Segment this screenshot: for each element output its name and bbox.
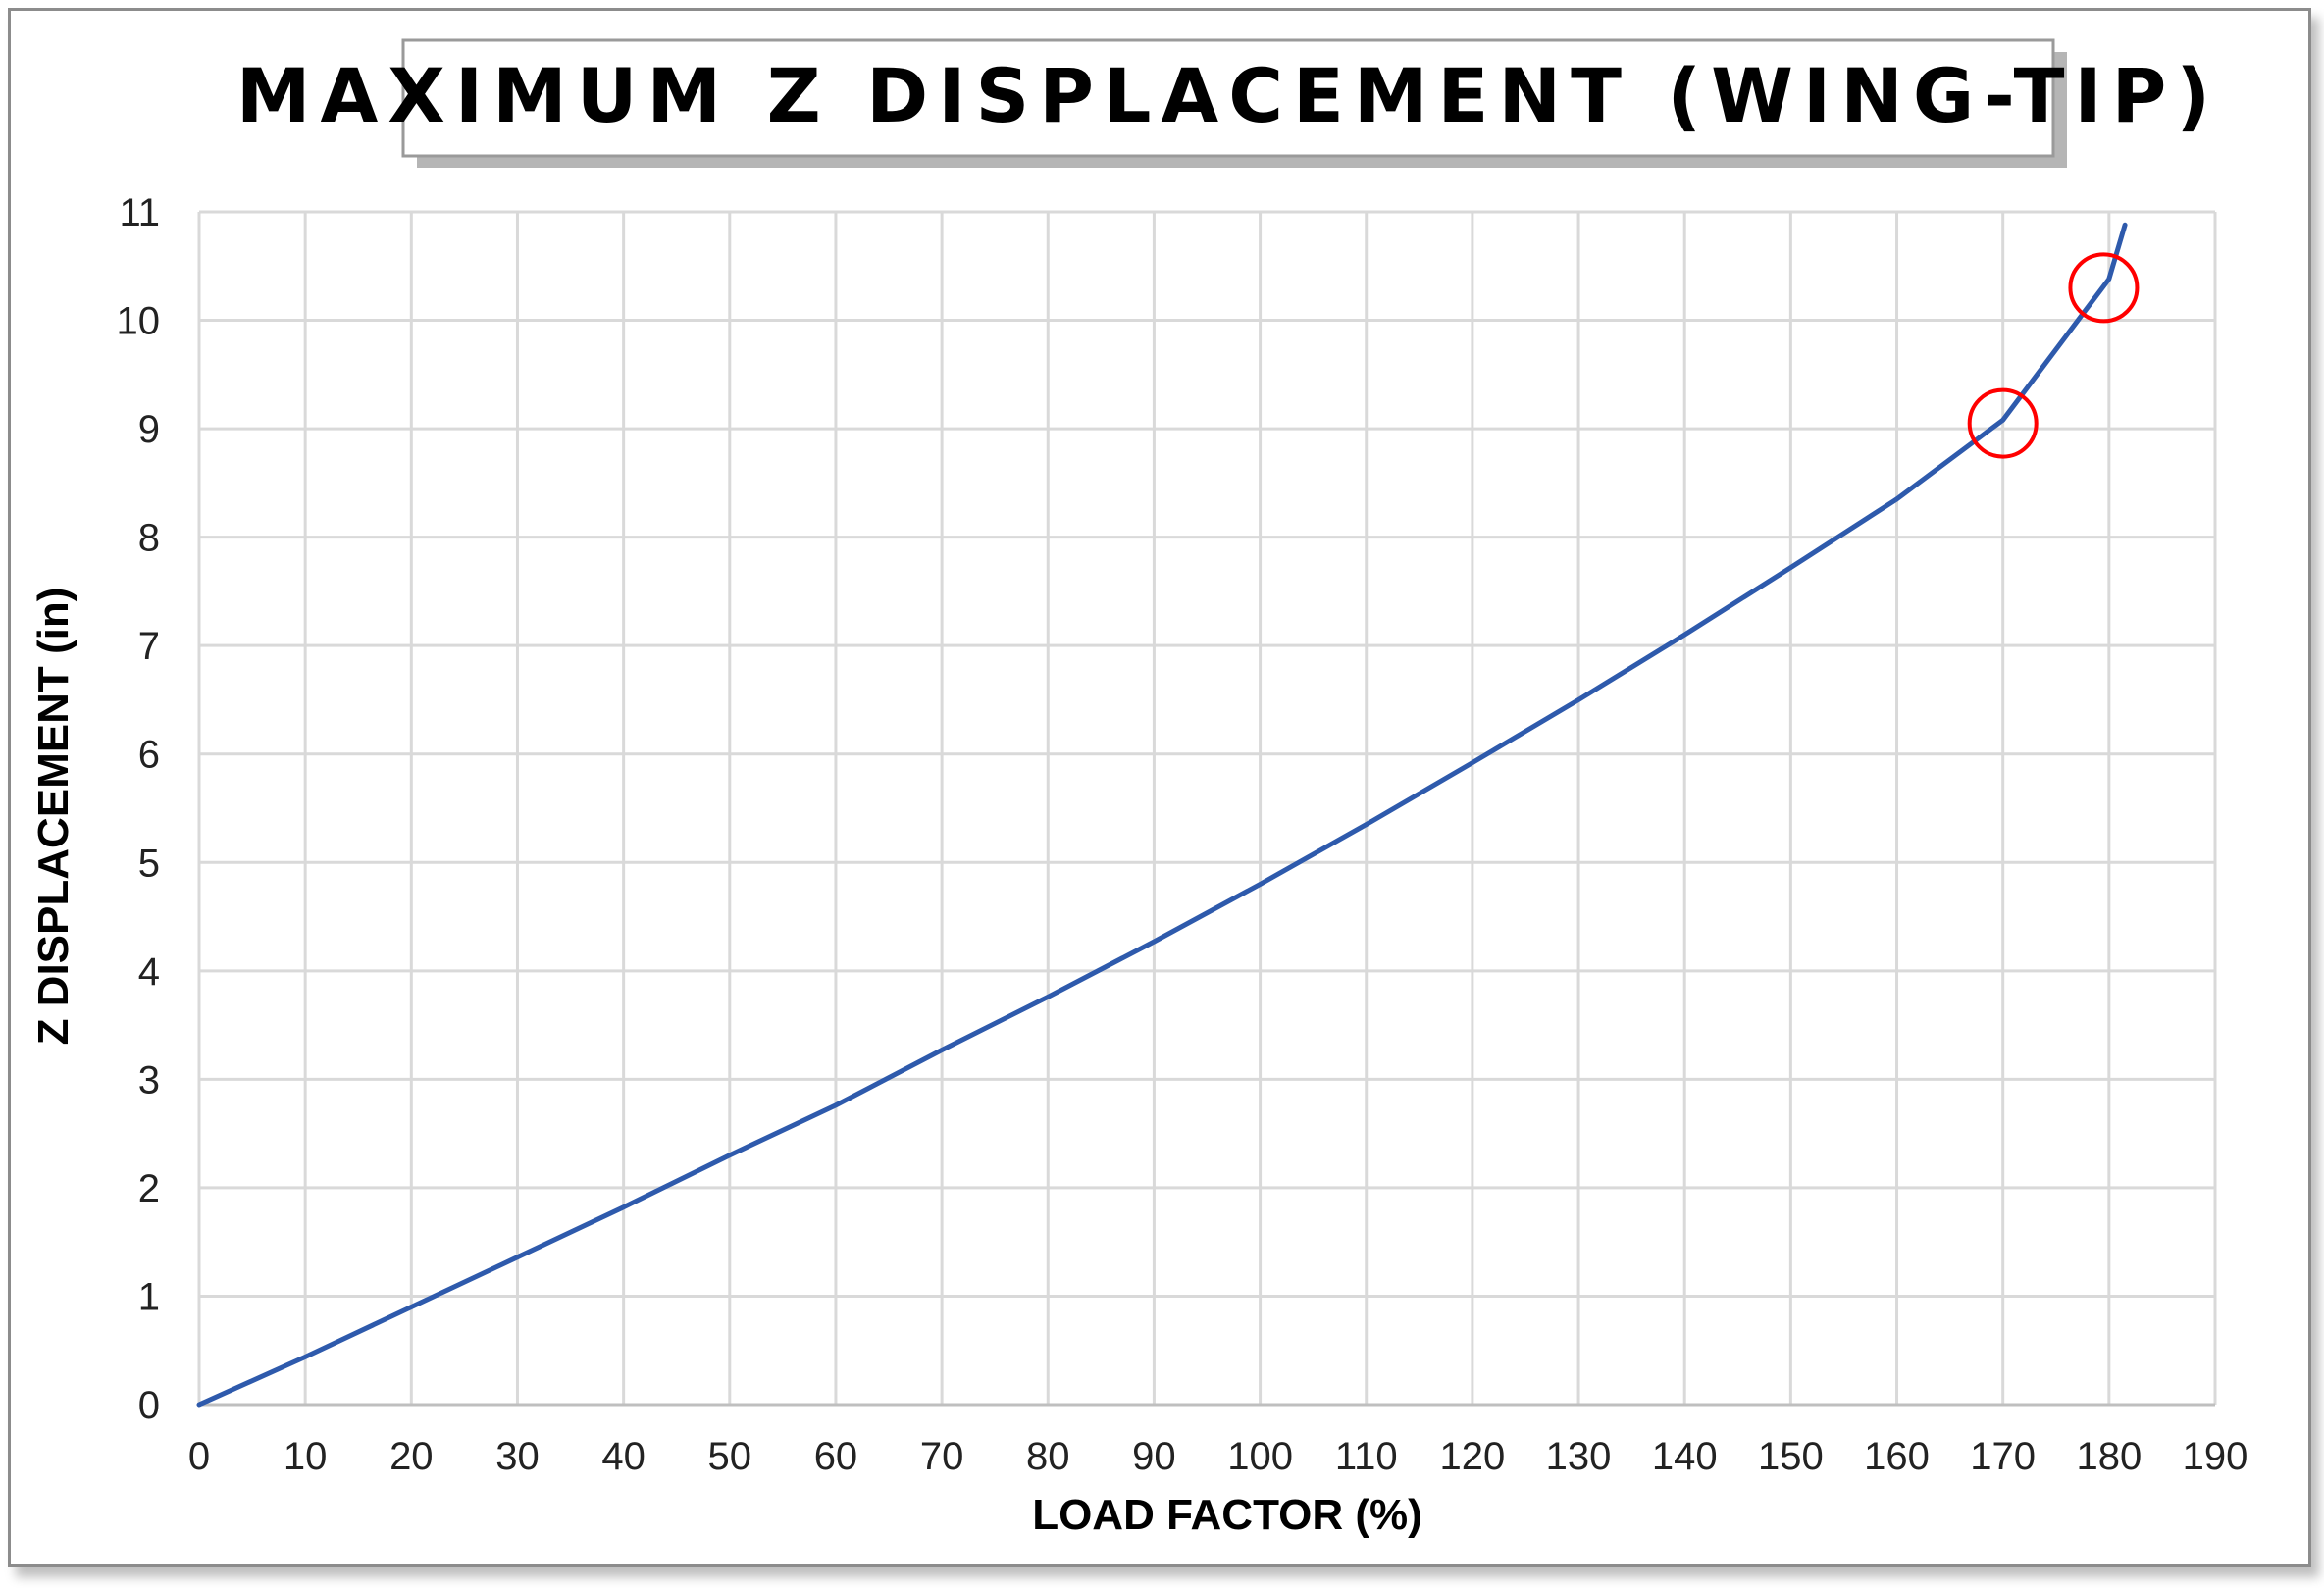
y-tick-label: 9	[138, 408, 160, 451]
x-tick-label: 160	[1864, 1435, 1930, 1478]
y-tick-label: 11	[119, 191, 160, 234]
x-tick-label: 70	[920, 1435, 964, 1478]
tick-label-layer: 0 10 20 30 40 50 60 70 80 90 100 110 120 130 140 150 160…	[117, 191, 2248, 1478]
x-tick-label: 50	[708, 1435, 752, 1478]
highlight-circle	[2068, 252, 2140, 324]
y-tick-label: 10	[117, 300, 161, 343]
annotation-layer	[1967, 252, 2140, 459]
x-tick-label: 120	[1440, 1435, 1506, 1478]
x-tick-label: 0	[188, 1435, 210, 1478]
x-tick-label: 170	[1970, 1435, 2036, 1478]
chart-frame: 0 10 20 30 40 50 60 70 80 90 100 110 120 130 140 150 160…	[8, 8, 2311, 1567]
series-line	[196, 222, 2128, 1408]
y-tick-label: 6	[138, 734, 160, 777]
y-tick-label: 1	[138, 1275, 160, 1318]
x-tick-label: 10	[284, 1435, 328, 1478]
x-tick-label: 90	[1132, 1435, 1176, 1478]
y-tick-label: 7	[138, 625, 160, 668]
x-tick-label: 60	[814, 1435, 858, 1478]
x-tick-label: 20	[389, 1435, 434, 1478]
x-tick-label: 80	[1026, 1435, 1070, 1478]
y-tick-label: 4	[138, 950, 160, 994]
x-tick-label: 180	[2076, 1435, 2142, 1478]
x-axis-title: LOAD FACTOR (%)	[1032, 1491, 1422, 1539]
x-tick-label: 150	[1758, 1435, 1824, 1478]
x-tick-label: 190	[2183, 1435, 2248, 1478]
y-tick-label: 0	[138, 1384, 160, 1427]
x-tick-label: 100	[1227, 1435, 1293, 1478]
y-tick-label: 8	[138, 517, 160, 560]
axis-layer	[197, 212, 2215, 1407]
x-tick-label: 130	[1546, 1435, 1612, 1478]
grid-layer	[199, 210, 2217, 1405]
y-tick-label: 5	[138, 842, 160, 885]
chart-title-box	[401, 38, 2055, 158]
chart-title: MAXIMUM Z DISPLACEMENT (WING-TIP)	[236, 52, 2220, 139]
chart-svg: 0 10 20 30 40 50 60 70 80 90 100 110 120 130 140 150 160…	[29, 38, 2248, 1539]
x-tick-label: 140	[1652, 1435, 1718, 1478]
y-tick-label: 2	[138, 1167, 160, 1210]
y-tick-label: 3	[138, 1058, 160, 1101]
x-tick-label: 40	[601, 1435, 646, 1478]
y-axis-title: Z DISPLACEMENT (in)	[29, 588, 77, 1046]
x-tick-label: 30	[495, 1435, 540, 1478]
highlight-circle	[1967, 387, 2039, 459]
series-layer	[196, 222, 2128, 1408]
x-tick-label: 110	[1335, 1435, 1398, 1478]
